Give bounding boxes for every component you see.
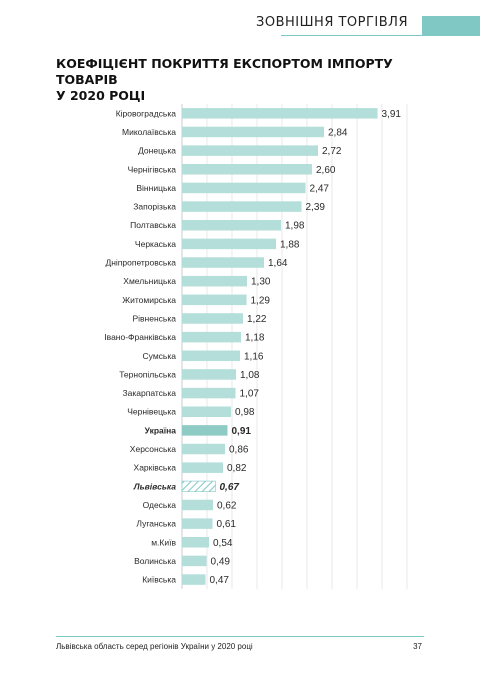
- category-label: Чернігівська: [128, 164, 177, 174]
- bar: [182, 145, 318, 156]
- data-label: 2,84: [328, 127, 348, 138]
- header-rule: [281, 35, 422, 36]
- data-label: 1,18: [245, 333, 265, 344]
- category-label: Вінницька: [136, 183, 176, 193]
- bar: [182, 238, 276, 250]
- bar: [182, 201, 302, 212]
- category-label: Миколаївська: [122, 127, 176, 137]
- data-label: 1,29: [251, 295, 271, 306]
- chart-title-line-1: КОЕФІЦІЄНТ ПОКРИТТЯ ЕКСПОРТОМ ІМПОРТУ ТО…: [56, 56, 393, 87]
- category-label: Полтавська: [130, 220, 176, 230]
- category-label: Харківська: [134, 463, 177, 473]
- category-label: Житомирська: [122, 295, 176, 305]
- data-label: 2,47: [310, 183, 330, 194]
- data-label: 0,62: [217, 500, 237, 511]
- category-label: Львівська: [133, 481, 176, 491]
- bar: [182, 313, 243, 324]
- gridlines: [181, 104, 408, 589]
- bar: [182, 443, 225, 455]
- category-label: Волинська: [134, 556, 176, 566]
- chart-title: КОЕФІЦІЄНТ ПОКРИТТЯ ЕКСПОРТОМ ІМПОРТУ ТО…: [56, 56, 436, 104]
- data-label: 0,86: [229, 445, 249, 456]
- data-label: 2,72: [322, 146, 342, 157]
- data-label: 0,82: [227, 463, 247, 474]
- data-label: 0,47: [210, 575, 230, 586]
- bar: [182, 387, 236, 399]
- data-label: 1,07: [240, 389, 260, 400]
- footer-rule: [56, 636, 424, 637]
- data-label: 1,30: [251, 277, 271, 288]
- data-label: 0,67: [220, 482, 240, 493]
- bar: [182, 182, 306, 194]
- category-label: Черкаська: [135, 239, 176, 249]
- bars: Кіровоградська 3,91 Миколаївська 2,84 Донець…: [104, 108, 401, 586]
- bar: [182, 574, 206, 585]
- category-label: Запорізька: [133, 202, 176, 212]
- data-label: 1,64: [268, 258, 288, 269]
- data-label: 1,88: [280, 239, 300, 250]
- data-label: 0,91: [232, 426, 252, 437]
- section-title: ЗОВНІШНЯ ТОРГІВЛЯ: [256, 15, 408, 30]
- data-label: 1,16: [244, 351, 264, 362]
- bar: [182, 257, 264, 268]
- bar: [182, 406, 231, 417]
- bar: [182, 555, 207, 567]
- page-header: ЗОВНІШНЯ ТОРГІВЛЯ: [0, 14, 480, 36]
- category-label: м.Київ: [151, 537, 176, 547]
- data-label: 1,22: [247, 314, 267, 325]
- category-label: Херсонська: [130, 444, 176, 454]
- bar: [181, 480, 216, 492]
- category-label: Івано-Франківська: [104, 332, 176, 342]
- category-label: Закарпатська: [123, 388, 177, 398]
- bar: [182, 108, 378, 119]
- bar: [182, 126, 324, 138]
- bar: [182, 425, 228, 436]
- category-label: Луганська: [136, 519, 176, 529]
- bar: [182, 518, 213, 529]
- bar: [182, 331, 241, 343]
- bar: [182, 462, 223, 473]
- category-label: Донецька: [138, 146, 176, 156]
- bar: [182, 275, 247, 287]
- bar: [182, 369, 236, 380]
- data-label: 0,54: [213, 538, 233, 549]
- data-label: 1,98: [285, 221, 305, 232]
- header-accent-block: [422, 16, 480, 36]
- data-label: 2,39: [306, 202, 326, 213]
- data-label: 0,98: [235, 407, 255, 418]
- category-label: Сумська: [143, 351, 177, 361]
- chart-title-line-2: У 2020 РОЦІ: [56, 88, 146, 103]
- data-label: 2,60: [316, 165, 336, 176]
- category-label: Рівненська: [132, 313, 176, 323]
- category-label: Одеська: [143, 500, 177, 510]
- category-label: Тернопільська: [119, 369, 176, 379]
- data-label: 0,49: [211, 556, 231, 567]
- bar: [182, 537, 209, 548]
- category-label: Київська: [142, 575, 176, 585]
- page-number: 37: [413, 642, 422, 651]
- category-label: Чернівецька: [127, 407, 176, 417]
- category-label: Дніпропетровська: [105, 258, 176, 268]
- bar: [182, 164, 312, 175]
- bar: [182, 350, 240, 362]
- category-label: Кіровоградська: [116, 108, 177, 118]
- bar: [182, 294, 247, 306]
- footer-text: Львівська область серед регіонів України…: [56, 642, 253, 651]
- category-label: Хмельницька: [123, 276, 176, 286]
- bar: [182, 219, 281, 231]
- data-label: 3,91: [382, 109, 402, 120]
- bar: [182, 499, 213, 511]
- category-label: Україна: [145, 425, 177, 435]
- data-label: 1,08: [240, 370, 260, 381]
- data-label: 0,61: [217, 519, 237, 530]
